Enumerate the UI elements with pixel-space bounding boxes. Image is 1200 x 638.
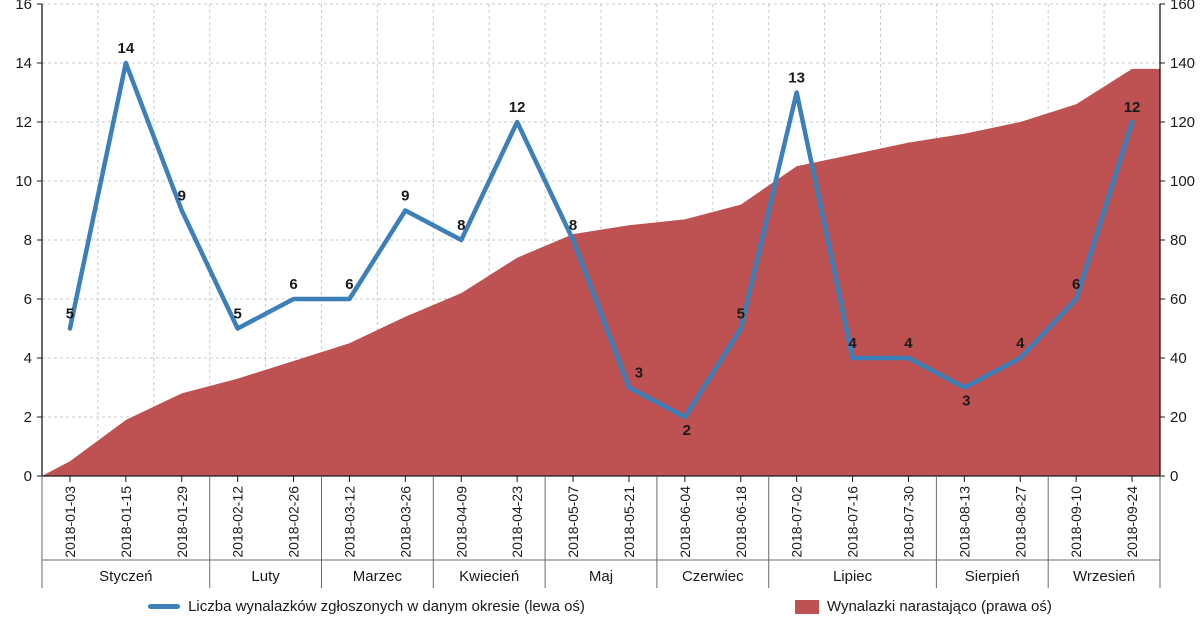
right-axis-tick: 120 (1170, 114, 1195, 131)
date-tick: 2018-05-07 (565, 486, 581, 558)
point-label: 5 (66, 306, 74, 323)
left-axis-tick: 16 (15, 0, 32, 13)
month-label: Styczeń (99, 568, 152, 585)
point-label: 12 (1124, 99, 1141, 116)
date-tick: 2018-05-21 (621, 486, 637, 558)
date-tick: 2018-01-03 (62, 486, 78, 558)
date-tick: 2018-09-10 (1068, 486, 1084, 558)
month-label: Luty (251, 568, 280, 585)
date-tick: 2018-08-13 (956, 486, 972, 558)
month-label: Wrzesień (1073, 568, 1135, 585)
left-axis-tick: 10 (15, 173, 32, 190)
point-label: 6 (1072, 276, 1080, 293)
right-axis-tick: 60 (1170, 291, 1187, 308)
month-label: Maj (589, 568, 613, 585)
point-label: 13 (788, 70, 805, 87)
chart-svg: 5149566981283251344346120246810121416020… (0, 0, 1200, 638)
date-tick: 2018-02-26 (286, 486, 302, 558)
right-axis-tick: 100 (1170, 173, 1195, 190)
date-tick: 2018-07-30 (900, 486, 916, 558)
left-axis-tick: 2 (24, 409, 32, 426)
legend: Liczba wynalazków zgłoszonych w danym ok… (0, 598, 1200, 615)
date-tick: 2018-01-29 (174, 486, 190, 558)
point-label: 4 (848, 335, 857, 352)
point-label: 14 (118, 40, 135, 57)
left-axis-tick: 14 (15, 55, 32, 72)
point-label: 5 (737, 306, 745, 323)
point-label: 4 (904, 335, 913, 352)
right-axis-tick: 20 (1170, 409, 1187, 426)
date-tick: 2018-07-16 (845, 486, 861, 558)
date-tick: 2018-07-02 (789, 486, 805, 558)
left-axis-tick: 4 (24, 350, 32, 367)
right-axis-tick: 160 (1170, 0, 1195, 13)
date-tick: 2018-01-15 (118, 486, 134, 558)
legend-swatch-line (148, 604, 180, 609)
date-tick: 2018-08-27 (1012, 486, 1028, 558)
date-tick: 2018-06-18 (733, 486, 749, 558)
date-tick: 2018-09-24 (1124, 486, 1140, 558)
date-tick: 2018-04-23 (509, 486, 525, 558)
date-tick: 2018-02-12 (230, 486, 246, 558)
point-label: 4 (1016, 335, 1025, 352)
chart-container: 5149566981283251344346120246810121416020… (0, 0, 1200, 638)
point-label: 8 (569, 217, 577, 234)
left-axis-tick: 6 (24, 291, 32, 308)
legend-item-area: Wynalazki narastająco (prawa oś) (795, 598, 1052, 615)
right-axis-tick: 40 (1170, 350, 1187, 367)
point-label: 3 (635, 365, 643, 382)
point-label: 9 (178, 188, 186, 205)
date-tick: 2018-04-09 (453, 486, 469, 558)
date-tick: 2018-03-12 (341, 486, 357, 558)
point-label: 2 (683, 422, 691, 439)
date-tick: 2018-06-04 (677, 486, 693, 558)
point-label: 3 (962, 393, 970, 410)
legend-swatch-area (795, 600, 819, 614)
left-axis-tick: 12 (15, 114, 32, 131)
right-axis-tick: 80 (1170, 232, 1187, 249)
month-label: Lipiec (833, 568, 873, 585)
left-axis-tick: 0 (24, 468, 32, 485)
point-label: 6 (345, 276, 353, 293)
point-label: 5 (233, 306, 241, 323)
month-label: Czerwiec (682, 568, 744, 585)
point-label: 9 (401, 188, 409, 205)
legend-line-label: Liczba wynalazków zgłoszonych w danym ok… (188, 598, 585, 615)
month-label: Kwiecień (459, 568, 519, 585)
right-axis-tick: 140 (1170, 55, 1195, 72)
left-axis-tick: 8 (24, 232, 32, 249)
point-label: 6 (289, 276, 297, 293)
date-tick: 2018-03-26 (397, 486, 413, 558)
point-label: 8 (457, 217, 465, 234)
legend-item-line: Liczba wynalazków zgłoszonych w danym ok… (148, 598, 585, 615)
month-label: Marzec (353, 568, 403, 585)
legend-area-label: Wynalazki narastająco (prawa oś) (827, 598, 1052, 615)
month-label: Sierpień (965, 568, 1020, 585)
right-axis-tick: 0 (1170, 468, 1178, 485)
point-label: 12 (509, 99, 526, 116)
